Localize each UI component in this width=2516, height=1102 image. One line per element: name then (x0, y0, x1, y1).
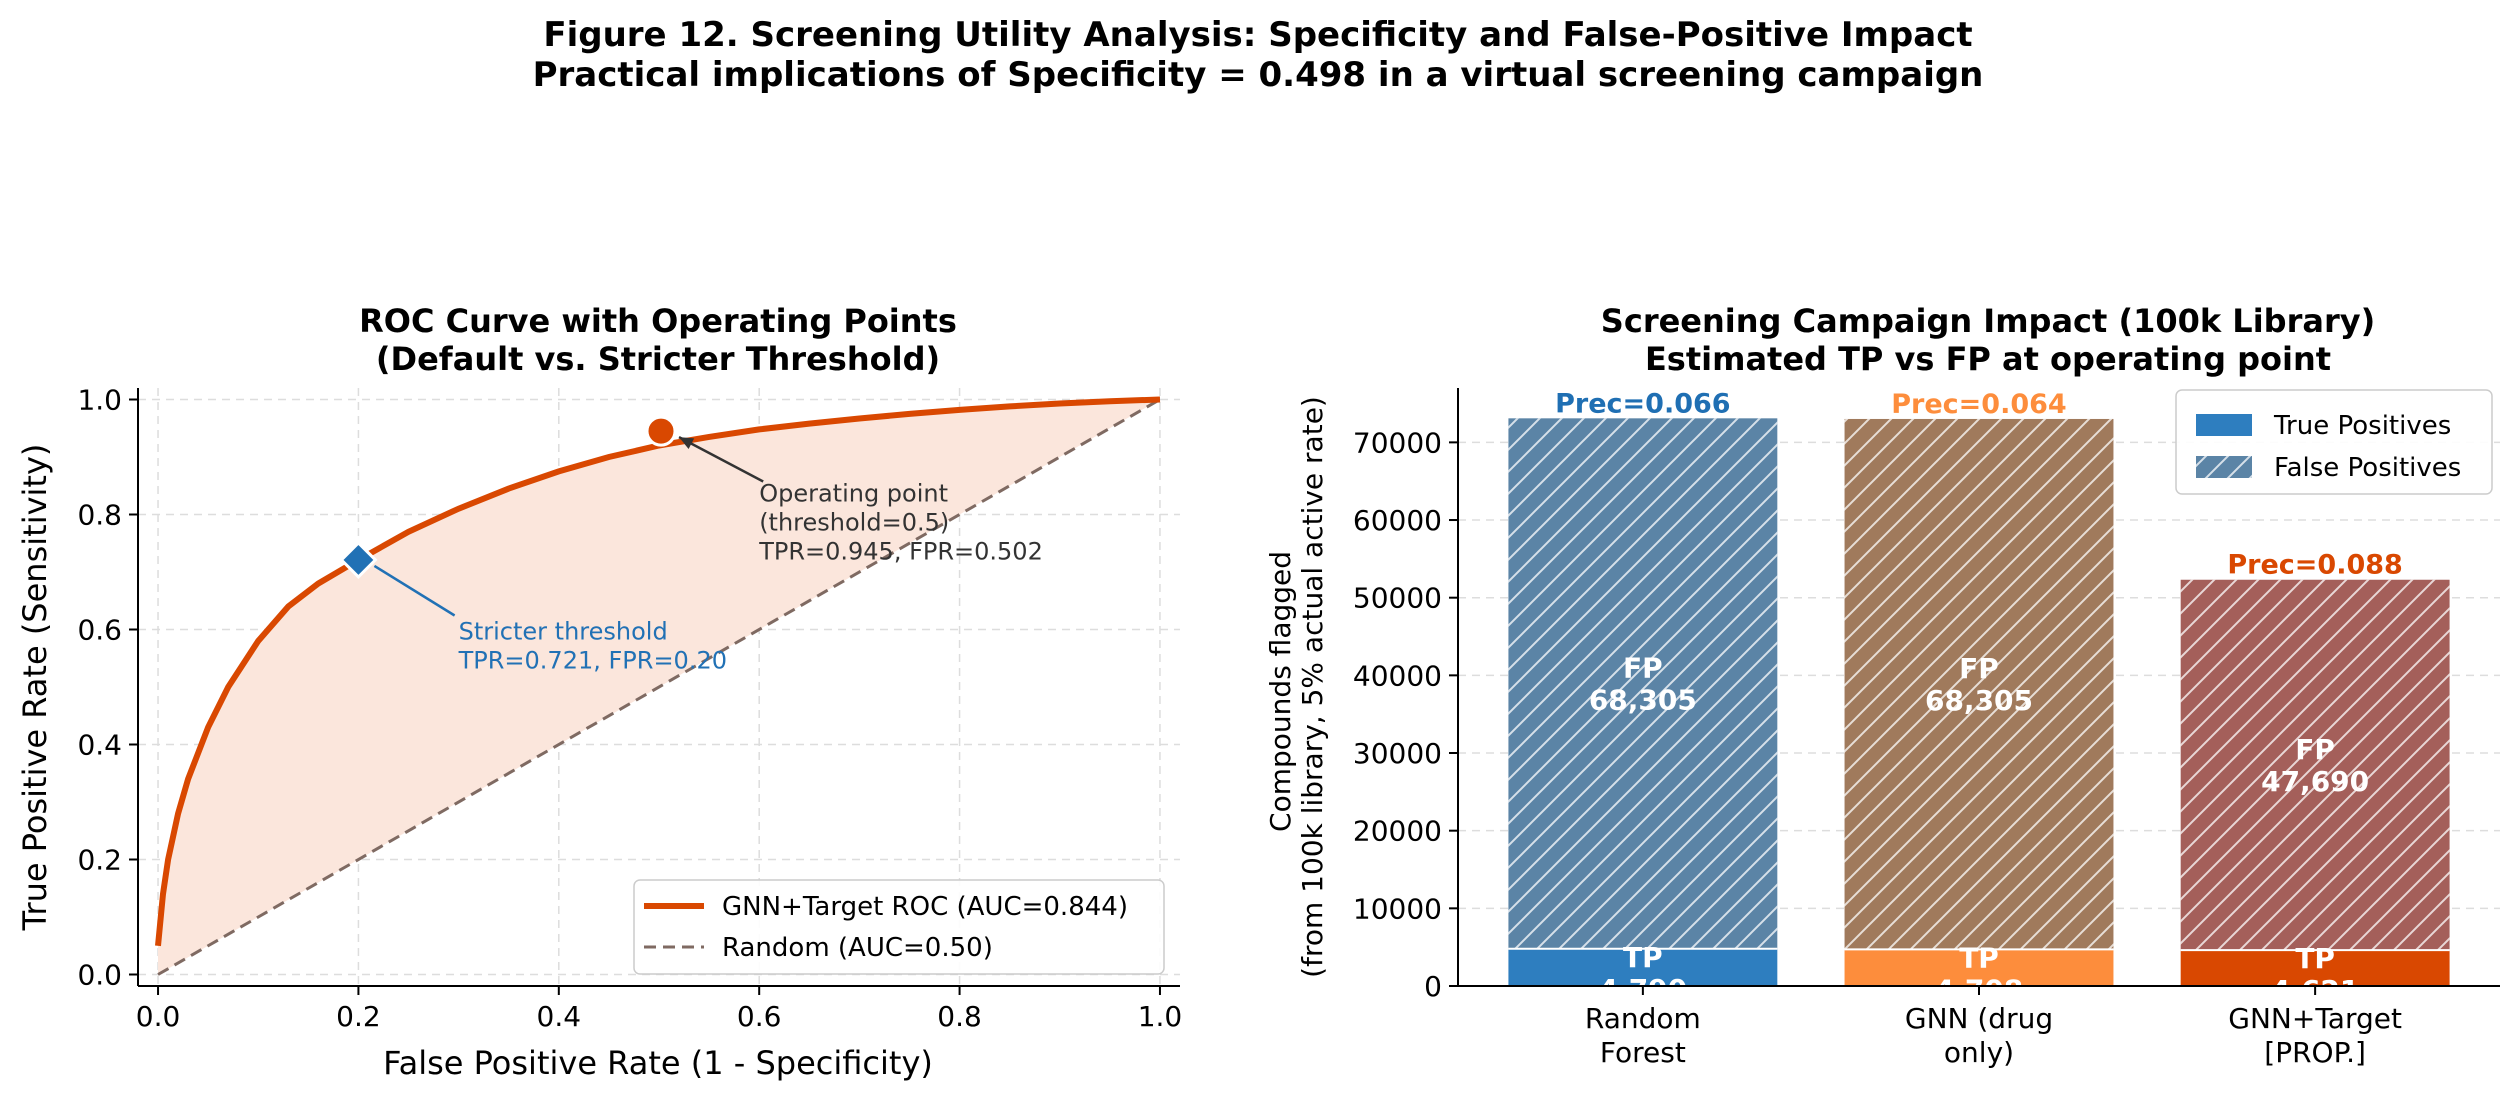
roc-y-tick-label: 0.2 (77, 844, 122, 877)
roc-y-tick-label: 0.0 (77, 959, 122, 992)
tp-bar (1508, 948, 1778, 986)
roc-x-tick-label: 0.8 (937, 1000, 982, 1033)
category-label: GNN (drug (1905, 1002, 2053, 1035)
fp-bar-hatch (2180, 579, 2450, 951)
stricter-threshold-marker (339, 540, 378, 580)
tp-label: TP (1959, 941, 1999, 974)
legend-random-label: Random (AUC=0.50) (722, 933, 993, 963)
operating-point-arrowhead (679, 437, 695, 449)
category-label: Random (1585, 1002, 1701, 1035)
roc-y-tick-label: 0.4 (77, 729, 122, 762)
bar-y-tick-label: 0 (1424, 970, 1442, 1003)
bar-y-tick-label: 60000 (1353, 504, 1442, 537)
bar-chart-subtitle: Estimated TP vs FP at operating point (1645, 340, 2331, 378)
fp-bar-hatch (1844, 418, 2114, 950)
precision-label: Prec=0.066 (1555, 388, 1730, 419)
roc-y-axis-label: True Positive Rate (Sensitivity) (16, 444, 54, 932)
legend-roc-label: GNN+Target ROC (AUC=0.844) (722, 892, 1128, 922)
random-diagonal-line (157, 398, 1161, 976)
roc-tick-group: 0.0 0.2 0.4 0.6 0.8 1.0 0.0 0.2 0.4 0.6 0.8 1.0 (77, 384, 1182, 1034)
legend-tp-swatch (2196, 414, 2252, 436)
stricter-threshold-arrow (373, 564, 456, 617)
figure-title: Figure 12. Screening Utility Analysis: S… (543, 15, 1972, 55)
tp-label: TP (1623, 941, 1663, 974)
bar-y-tick-label: 10000 (1353, 892, 1442, 925)
roc-x-tick-label: 0.0 (136, 1000, 181, 1033)
roc-x-axis-label: False Positive Rate (1 - Specificity) (383, 1044, 933, 1082)
fp-value-label: 68,305 (1589, 684, 1697, 717)
stricter-threshold-annotation: Stricter threshold TPR=0.721, FPR=0.20 (458, 618, 727, 675)
roc-y-tick-label: 0.8 (77, 499, 122, 532)
bar-group: FP68,305TP4,790Prec=0.066FP68,305TP4,708… (1508, 388, 2450, 1007)
roc-y-tick-label: 1.0 (77, 384, 122, 417)
bar-y-tick-label: 40000 (1353, 659, 1442, 692)
tp-bar (1844, 949, 2114, 986)
bar-y-tick-label: 30000 (1353, 737, 1442, 770)
bar-y-axis-label: Compounds flagged (from 100k library, 5%… (1264, 396, 1329, 978)
roc-y-tick-label: 0.6 (77, 614, 122, 647)
screening-panel: Screening Campaign Impact (100k Library)… (1264, 302, 2500, 1069)
bar-chart-title: Screening Campaign Impact (100k Library) (1601, 302, 2375, 340)
category-label: [PROP.] (2264, 1036, 2366, 1069)
operating-point-marker (645, 415, 677, 447)
roc-x-tick-label: 1.0 (1138, 1000, 1183, 1033)
roc-title: ROC Curve with Operating Points (359, 302, 957, 340)
category-label: only) (1944, 1036, 2014, 1069)
bar-tick-group: 0 10000 20000 30000 40000 50000 60000 70000 Rand… (1353, 426, 2402, 1069)
fp-label: FP (2295, 733, 2335, 766)
operating-point-arrow (678, 436, 764, 483)
category-label: Forest (1600, 1036, 1686, 1069)
tp-label: TP (2295, 942, 2335, 975)
bar-y-tick-label: 20000 (1353, 815, 1442, 848)
roc-x-tick-label: 0.4 (537, 1000, 582, 1033)
legend-fp-hatch (2196, 456, 2252, 478)
bar-legend: True Positives False Positives (2175, 389, 2493, 495)
roc-subtitle: (Default vs. Stricter Threshold) (376, 340, 940, 378)
figure-subtitle: Practical implications of Specificity = … (533, 55, 1984, 95)
legend-fp-label: False Positives (2274, 453, 2461, 483)
fp-label: FP (1959, 652, 1999, 685)
fp-value-label: 47,690 (2261, 765, 2369, 798)
precision-label: Prec=0.088 (2227, 550, 2402, 581)
bar-y-tick-label: 70000 (1353, 426, 1442, 459)
precision-label: Prec=0.064 (1891, 389, 2066, 420)
fp-label: FP (1623, 652, 1663, 685)
bar-y-tick-label: 50000 (1353, 582, 1442, 615)
roc-x-tick-label: 0.6 (737, 1000, 782, 1033)
fp-bar-hatch (1508, 418, 1778, 949)
roc-x-tick-label: 0.2 (336, 1000, 381, 1033)
roc-legend: GNN+Target ROC (AUC=0.844) Random (AUC=0… (633, 879, 1165, 975)
roc-curve-line (155, 396, 1161, 947)
roc-panel: ROC Curve with Operating Points (Default… (16, 302, 1182, 1082)
operating-point-annotation: Operating point (threshold=0.5) TPR=0.94… (758, 480, 1043, 566)
category-label: GNN+Target (2228, 1002, 2402, 1035)
fp-value-label: 68,305 (1925, 684, 2033, 717)
legend-tp-label: True Positives (2273, 411, 2451, 441)
tp-bar (2180, 950, 2450, 986)
